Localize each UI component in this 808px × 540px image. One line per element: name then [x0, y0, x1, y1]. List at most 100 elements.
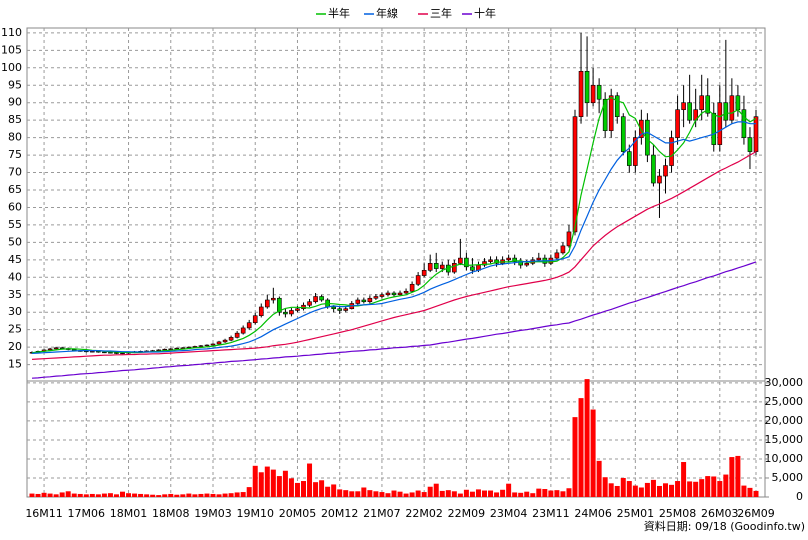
candle-body — [747, 137, 753, 152]
candle-body — [620, 116, 626, 152]
legend-label: 半年 — [328, 6, 350, 20]
volume-bar — [663, 483, 668, 497]
candle-body — [192, 346, 198, 348]
volume-bar — [294, 482, 300, 497]
candle-body — [590, 84, 596, 104]
y-tick-label: 80 — [8, 131, 22, 144]
candle-body — [645, 119, 650, 156]
candle-body — [554, 252, 560, 259]
volume-bar — [325, 486, 331, 497]
volume-bar — [638, 487, 644, 497]
volume-bar — [741, 485, 747, 497]
candle-body — [729, 95, 735, 121]
candle-body — [566, 231, 572, 247]
volume-bar — [536, 488, 542, 497]
candle-body — [319, 296, 324, 301]
candle-body — [277, 297, 282, 313]
y-tick-label: 20 — [8, 340, 22, 353]
candle-body — [228, 337, 234, 341]
y-tick-label: 65 — [8, 183, 22, 196]
volume-bar — [89, 493, 95, 497]
volume-bar — [120, 491, 125, 497]
volume-bar — [512, 492, 518, 497]
volume-bar — [198, 493, 204, 497]
candle-body — [355, 299, 361, 304]
volume-bar — [693, 481, 699, 497]
volume-bar — [331, 484, 337, 497]
candle-body — [584, 70, 590, 104]
candle-body — [210, 343, 216, 346]
candle-body — [458, 257, 463, 264]
legend-label: 三年 — [430, 6, 452, 20]
candle-body — [488, 259, 493, 262]
candle-body — [373, 296, 379, 299]
candle-body — [337, 308, 343, 311]
volume-bar — [192, 494, 198, 497]
volume-bar — [216, 494, 222, 497]
candle-body — [524, 263, 530, 266]
candle-body — [723, 102, 729, 121]
volume-bar — [288, 478, 294, 497]
candle-body — [409, 283, 415, 292]
volume-bar — [349, 491, 355, 497]
y-tick-label: 75 — [8, 148, 22, 161]
volume-bar — [29, 493, 35, 497]
candle-body — [397, 292, 403, 296]
candle-body — [120, 352, 125, 355]
candle-body — [735, 95, 741, 111]
candle-body — [379, 294, 385, 297]
y-tick-label: 15 — [8, 358, 22, 371]
candle-body — [711, 112, 717, 145]
candle-body — [391, 292, 397, 296]
volume-bar — [301, 481, 306, 497]
y-tick-label: 110 — [1, 26, 22, 39]
volume-bar — [482, 490, 487, 497]
candle-body — [289, 310, 294, 315]
volume-bar — [590, 409, 596, 497]
y-tick-label: 85 — [8, 113, 22, 126]
volume-bar — [258, 472, 264, 497]
candle-body — [753, 116, 759, 152]
volume-bar — [168, 493, 174, 497]
volume-bar — [65, 491, 71, 497]
y-tick-label: 105 — [1, 43, 22, 56]
volume-bar — [204, 493, 210, 497]
volume-bar — [488, 490, 494, 497]
volume-bar — [373, 491, 379, 497]
volume-bar — [433, 483, 439, 497]
volume-bar — [71, 493, 77, 497]
candle-body — [705, 95, 711, 114]
volume-bar — [270, 469, 276, 497]
y-tick-label: 70 — [8, 166, 22, 179]
candle-body — [687, 102, 692, 121]
volume-bar — [469, 491, 475, 497]
volume-bar — [210, 493, 216, 497]
candle-body — [717, 102, 723, 145]
volume-bar — [451, 491, 457, 497]
candle-body — [198, 345, 204, 347]
y-tick-label: 50 — [8, 235, 22, 248]
candle-body — [421, 270, 427, 276]
candle-body — [536, 257, 542, 261]
volume-bar — [578, 398, 584, 497]
volume-bar — [282, 470, 288, 497]
volume-bar — [572, 417, 578, 497]
volume-bar — [77, 493, 83, 497]
volume-bar — [95, 494, 101, 497]
x-tick-label: 19M10 — [236, 507, 274, 520]
volume-bar — [584, 379, 590, 497]
candle-body — [90, 351, 95, 353]
candle-body — [258, 306, 264, 317]
candle-body — [222, 339, 228, 343]
volume-bar — [186, 493, 192, 497]
candle-body — [657, 175, 662, 184]
candle-body — [464, 257, 469, 268]
volume-bar — [687, 481, 693, 497]
candle-body — [313, 296, 318, 303]
volume-bar — [385, 493, 391, 497]
ma-line — [31, 121, 756, 354]
volume-bar — [379, 492, 385, 497]
volume-bar — [240, 492, 246, 497]
x-tick-label: 20M05 — [279, 507, 317, 520]
